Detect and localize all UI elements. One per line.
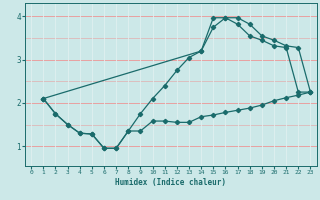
X-axis label: Humidex (Indice chaleur): Humidex (Indice chaleur): [115, 178, 226, 187]
